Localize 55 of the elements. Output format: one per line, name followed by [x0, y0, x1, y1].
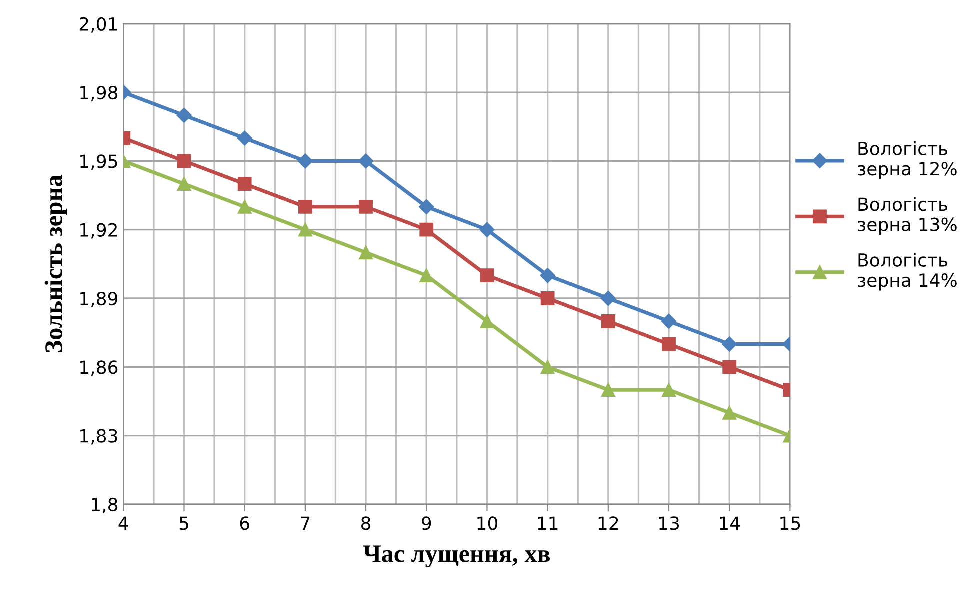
- point: [298, 154, 313, 169]
- point: [722, 360, 737, 374]
- point: [237, 130, 252, 146]
- point: [177, 154, 192, 168]
- y-tick-label: 1,86: [80, 360, 118, 376]
- point: [419, 199, 434, 215]
- point: [540, 268, 556, 284]
- point: [661, 314, 677, 329]
- point: [298, 200, 312, 214]
- x-tick-label: 6: [240, 516, 250, 530]
- x-tick-label: 12: [598, 516, 618, 530]
- point: [176, 108, 192, 123]
- legend-label: Вологість зерна 14%: [858, 253, 957, 291]
- point: [359, 246, 373, 260]
- legend-label: Вологість зерна 13%: [858, 197, 957, 235]
- x-tick-label: 8: [362, 516, 371, 530]
- x-tick-label: 9: [422, 516, 432, 530]
- point: [238, 200, 252, 214]
- point: [601, 383, 616, 397]
- x-tick-label: 13: [659, 516, 680, 530]
- point: [359, 200, 373, 214]
- y-tick-label: 1,95: [80, 154, 118, 170]
- x-tick-label: 15: [780, 516, 800, 530]
- y-tick-label: 1,89: [80, 292, 118, 308]
- x-tick-label: 10: [478, 516, 498, 530]
- x-tick-label: 14: [720, 516, 740, 530]
- x-tick-label: 5: [180, 516, 188, 530]
- y-tick-label: 1,83: [80, 429, 118, 445]
- point: [601, 314, 616, 328]
- y-tick-label: 2,01: [80, 17, 118, 33]
- point: [480, 222, 495, 238]
- point: [298, 222, 312, 237]
- x-tick-label: 7: [301, 516, 310, 530]
- y-tick-label: 1,92: [80, 223, 117, 239]
- point: [358, 154, 374, 169]
- point: [662, 383, 676, 397]
- point: [540, 292, 555, 306]
- point: [177, 177, 192, 192]
- point: [238, 177, 252, 192]
- y-tick-label: 1,98: [80, 86, 118, 102]
- y-axis-title: Зольність зерна: [44, 175, 68, 352]
- x-tick-label: 11: [538, 516, 558, 530]
- point: [540, 360, 555, 374]
- point: [420, 222, 434, 237]
- x-tick-label: 4: [118, 516, 128, 530]
- point: [722, 406, 737, 420]
- point: [480, 268, 494, 283]
- point: [480, 314, 494, 328]
- point: [600, 290, 616, 306]
- point: [662, 337, 676, 352]
- x-axis-title: Час лущення, хв: [363, 546, 550, 568]
- point: [722, 336, 738, 352]
- point: [420, 268, 434, 283]
- legend-label: Вологість зерна 12%: [858, 142, 957, 180]
- y-tick-label: 1,8: [92, 498, 118, 514]
